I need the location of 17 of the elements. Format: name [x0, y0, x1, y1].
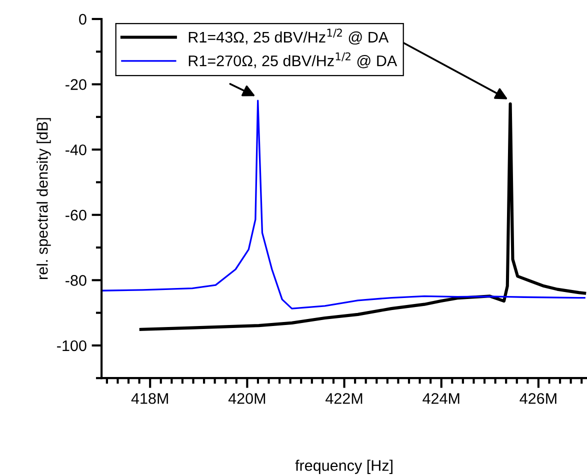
- x-axis-title: frequency [Hz]: [295, 460, 392, 474]
- y-tick-label: -60: [66, 210, 86, 221]
- y-tick-label: 0: [79, 14, 86, 25]
- x-tick-label: 418M: [131, 393, 168, 404]
- y-tick-label: -100: [57, 340, 86, 352]
- legend-label: R1=43Ω, 25 dBV/Hz$^{1/2}$ @ DA: [188, 28, 389, 45]
- line-series: [139, 102, 586, 331]
- y-tick-label: -40: [66, 144, 86, 156]
- x-tick-label: 426M: [520, 393, 556, 404]
- x-tick-label: 424M: [422, 393, 460, 404]
- y-axis-title: rel. spectral density [dB]: [36, 118, 51, 280]
- legend-label: R1=270Ω, 25 dBV/Hz$^{1/2}$ @ DA: [188, 52, 398, 68]
- x-tick-label: 422M: [326, 393, 362, 404]
- x-tick-label: 420M: [228, 393, 266, 404]
- y-tick-label: -20: [66, 79, 86, 90]
- line-series: [102, 100, 586, 310]
- y-tick-label: -80: [66, 275, 86, 286]
